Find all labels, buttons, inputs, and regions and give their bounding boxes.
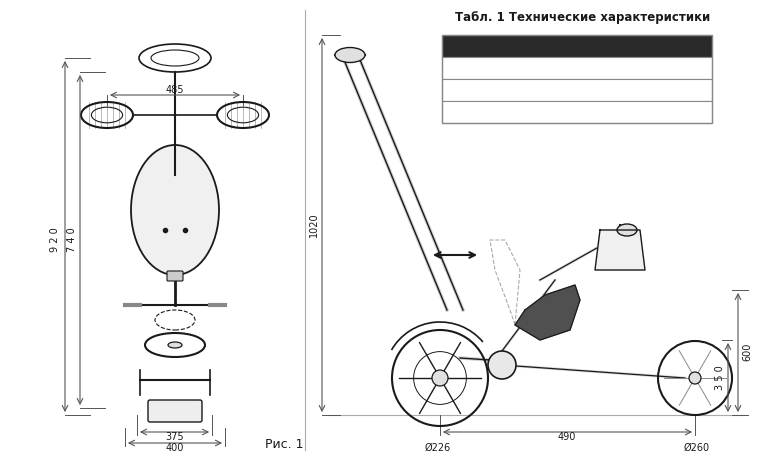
FancyBboxPatch shape xyxy=(148,400,202,422)
Circle shape xyxy=(689,372,701,384)
Bar xyxy=(442,79,712,101)
FancyBboxPatch shape xyxy=(167,271,183,281)
Bar xyxy=(442,101,712,123)
Text: Грузоподъемность, кг: Грузоподъемность, кг xyxy=(467,85,582,95)
Bar xyxy=(442,57,712,79)
Circle shape xyxy=(488,351,516,379)
Bar xyxy=(442,35,712,123)
Text: Параметры: Параметры xyxy=(493,41,556,51)
Text: Табл. 1 Технические характеристики: Табл. 1 Технические характеристики xyxy=(456,11,711,25)
Ellipse shape xyxy=(617,224,637,236)
Bar xyxy=(442,35,712,57)
Ellipse shape xyxy=(168,342,182,348)
Text: 490: 490 xyxy=(558,432,576,442)
Ellipse shape xyxy=(131,145,219,275)
Text: не более 25: не более 25 xyxy=(629,85,691,95)
Text: См.: См. xyxy=(622,63,639,73)
Text: Габаритные размеры, мм: Габаритные размеры, мм xyxy=(459,63,590,73)
Text: 3 5 0: 3 5 0 xyxy=(715,366,725,390)
Text: Ø260: Ø260 xyxy=(684,443,710,453)
Text: 375: 375 xyxy=(166,432,184,442)
Ellipse shape xyxy=(335,48,365,63)
Text: Вес, кг (не более): Вес, кг (не более) xyxy=(478,107,571,117)
Text: 5,8: 5,8 xyxy=(652,107,667,117)
Text: Рис. 1: Рис. 1 xyxy=(649,63,683,73)
Text: 7 4 0: 7 4 0 xyxy=(67,228,77,252)
Text: арт. ВД2: арт. ВД2 xyxy=(633,41,686,51)
Polygon shape xyxy=(515,285,580,340)
Polygon shape xyxy=(595,230,645,270)
Text: Ø226: Ø226 xyxy=(425,443,451,453)
Text: Рис. 1: Рис. 1 xyxy=(265,439,303,452)
Text: 1020: 1020 xyxy=(309,213,319,237)
Text: 600: 600 xyxy=(742,343,752,361)
Text: 9 2 0: 9 2 0 xyxy=(50,228,60,252)
Circle shape xyxy=(432,370,448,386)
Text: 400: 400 xyxy=(166,443,184,453)
Text: 485: 485 xyxy=(166,85,184,95)
